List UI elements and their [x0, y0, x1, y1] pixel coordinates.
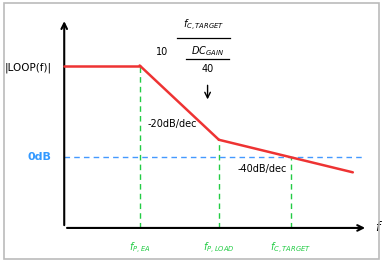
Text: $f_{C,TARGET}$: $f_{C,TARGET}$ — [270, 241, 311, 256]
Text: 40: 40 — [201, 64, 214, 74]
Text: f: f — [375, 221, 380, 234]
Text: $f_{C,TARGET}$: $f_{C,TARGET}$ — [183, 18, 224, 33]
Text: $f_{P,LOAD}$: $f_{P,LOAD}$ — [203, 241, 235, 256]
Text: -20dB/dec: -20dB/dec — [147, 119, 197, 129]
Text: 0dB: 0dB — [28, 152, 52, 162]
Text: 10: 10 — [156, 47, 168, 57]
Text: $f_{P,EA}$: $f_{P,EA}$ — [129, 241, 151, 256]
Text: $DC_{GAIN}$: $DC_{GAIN}$ — [191, 44, 224, 58]
Text: |LOOP(f)|: |LOOP(f)| — [5, 63, 52, 73]
Text: -40dB/dec: -40dB/dec — [238, 164, 287, 174]
